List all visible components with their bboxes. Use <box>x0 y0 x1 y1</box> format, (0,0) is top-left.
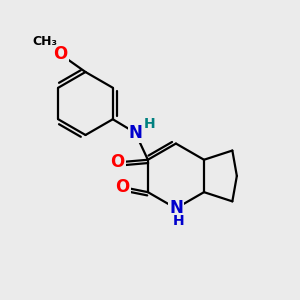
Text: N: N <box>169 199 183 217</box>
Text: H: H <box>173 214 185 228</box>
Text: O: O <box>53 45 68 63</box>
Text: CH₃: CH₃ <box>32 34 57 48</box>
Text: H: H <box>144 117 155 131</box>
Text: O: O <box>115 178 130 196</box>
Text: O: O <box>110 153 124 171</box>
Text: N: N <box>129 124 143 142</box>
